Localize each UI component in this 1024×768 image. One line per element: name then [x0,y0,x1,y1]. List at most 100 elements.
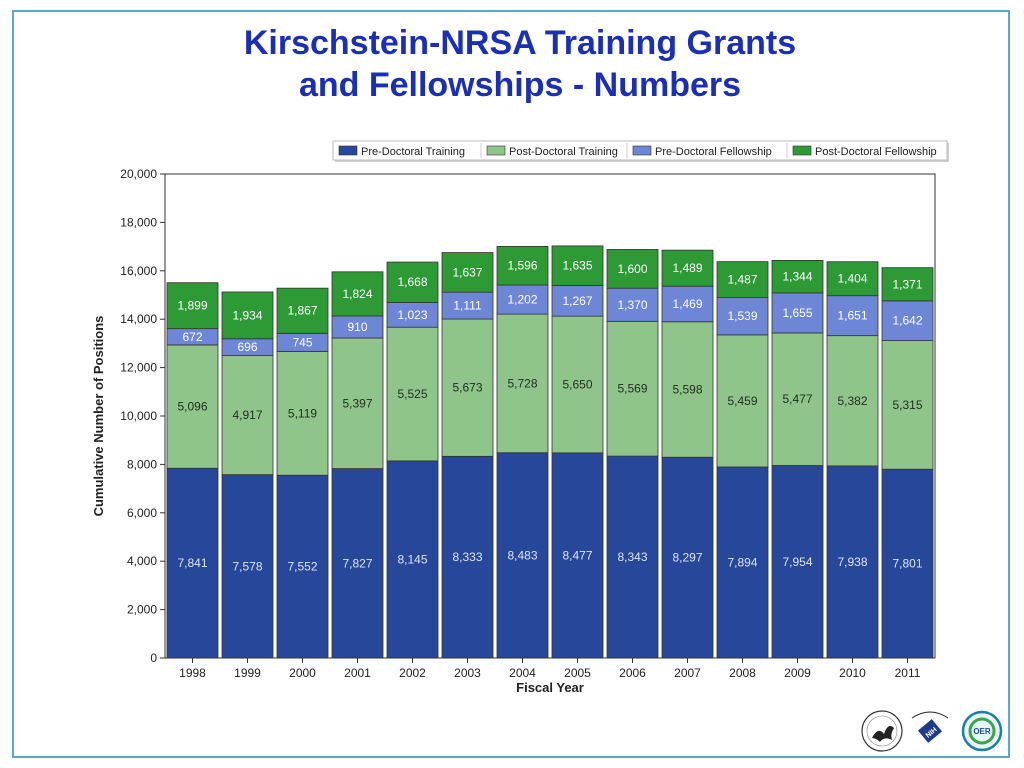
y-tick-label: 16,000 [120,264,157,278]
data-label: 5,650 [562,377,592,391]
legend-swatch [486,145,506,156]
slide-frame [12,10,1010,758]
y-tick-label: 20,000 [120,167,157,181]
data-label: 8,477 [562,548,592,562]
bar-segment [496,245,549,286]
bar-segment [826,335,879,467]
x-tick-label: 2000 [289,666,316,680]
y-tick-label: 2,000 [127,603,157,617]
x-tick-label: 2007 [674,666,701,680]
bar-segment [276,350,329,476]
data-label: 8,343 [617,550,647,564]
data-label: 1,370 [617,298,647,312]
bar-segment [826,261,879,297]
data-label: 7,841 [177,556,207,570]
data-label: 5,382 [837,394,867,408]
title-line-1: Kirschstein-NRSA Training Grants [243,24,797,62]
legend-label: Post-Doctoral Fellowship [815,146,937,158]
x-tick-label: 2001 [344,666,371,680]
y-tick-label: 12,000 [120,361,157,375]
data-label: 1,539 [727,309,757,323]
data-label: 1,642 [892,314,922,328]
x-axis-title: Fiscal Year [516,680,584,695]
x-tick-label: 1998 [179,666,206,680]
bar-segment [386,326,439,462]
data-label: 1,202 [507,293,537,307]
y-tick-label: 4,000 [127,554,157,568]
x-tick-label: 2002 [399,666,426,680]
bar-segment [221,474,274,659]
data-label: 1,023 [397,308,427,322]
bar-segment [276,287,329,334]
oer-logo: OER [961,710,1003,752]
x-tick-label: 2003 [454,666,481,680]
bar-segment [606,249,659,289]
data-label: 4,917 [232,408,262,422]
data-label: 696 [237,340,257,354]
data-label: 672 [182,330,202,344]
data-label: 5,315 [892,398,922,412]
x-tick-label: 2010 [839,666,866,680]
bar-segment [661,321,714,458]
hhs-seal-logo [861,710,903,752]
legend-swatch [632,145,652,156]
data-label: 745 [292,335,312,349]
data-label: 1,867 [287,304,317,318]
data-label: 1,934 [232,308,262,322]
bar-segment [716,261,769,299]
data-label: 5,673 [452,381,482,395]
data-label: 1,651 [837,309,867,323]
legend-label: Pre-Doctoral Training [361,146,465,158]
bar-segment [661,249,714,287]
y-tick-label: 6,000 [127,506,157,520]
data-label: 5,598 [672,382,702,396]
data-label: 5,569 [617,382,647,396]
legend: Pre-Doctoral Training Post-Doctoral Train… [332,140,949,162]
bar-segment [221,291,274,340]
x-tick-label: 2008 [729,666,756,680]
data-label: 5,459 [727,394,757,408]
x-tick-label: 2005 [564,666,591,680]
data-label: 7,827 [342,556,372,570]
bar-segment [166,467,219,659]
y-tick-label: 10,000 [120,409,157,423]
data-label: 1,371 [892,277,922,291]
bar-segment [166,282,219,330]
data-label: 5,477 [782,392,812,406]
data-label: 7,954 [782,555,812,569]
y-tick-label: 0 [150,651,157,665]
bar-segment [881,300,934,341]
bar-segment [826,465,879,659]
bar-segment [771,465,824,659]
data-label: 1,600 [617,262,647,276]
x-tick-label: 2006 [619,666,646,680]
bar-segment [771,292,824,334]
nih-logo: NIH [910,711,950,751]
data-label: 1,489 [672,261,702,275]
data-label: 7,578 [232,559,262,573]
bar-segment [221,355,274,476]
data-label: 1,668 [397,275,427,289]
data-label: 5,119 [288,406,317,420]
data-label: 8,483 [507,548,537,562]
bar-segment [661,285,714,323]
data-label: 5,728 [507,376,537,390]
y-tick-label: 8,000 [127,457,157,471]
data-label: 1,487 [727,273,757,287]
bar-segment [441,291,494,320]
oer-logo-text: OER [973,727,991,736]
data-label: 1,655 [782,306,812,320]
bar-segment [386,261,439,303]
data-label: 910 [347,320,367,334]
bar-segment [881,340,934,470]
data-label: 1,111 [453,299,482,313]
bar-segment [771,259,824,294]
bar-segment [496,313,549,454]
bar-segment [496,284,549,315]
logo-strip: NIH OER [861,710,1003,752]
data-label: 7,938 [837,555,867,569]
bar-segment [441,252,494,293]
bar-segment [331,337,384,469]
data-label: 5,096 [177,400,207,414]
